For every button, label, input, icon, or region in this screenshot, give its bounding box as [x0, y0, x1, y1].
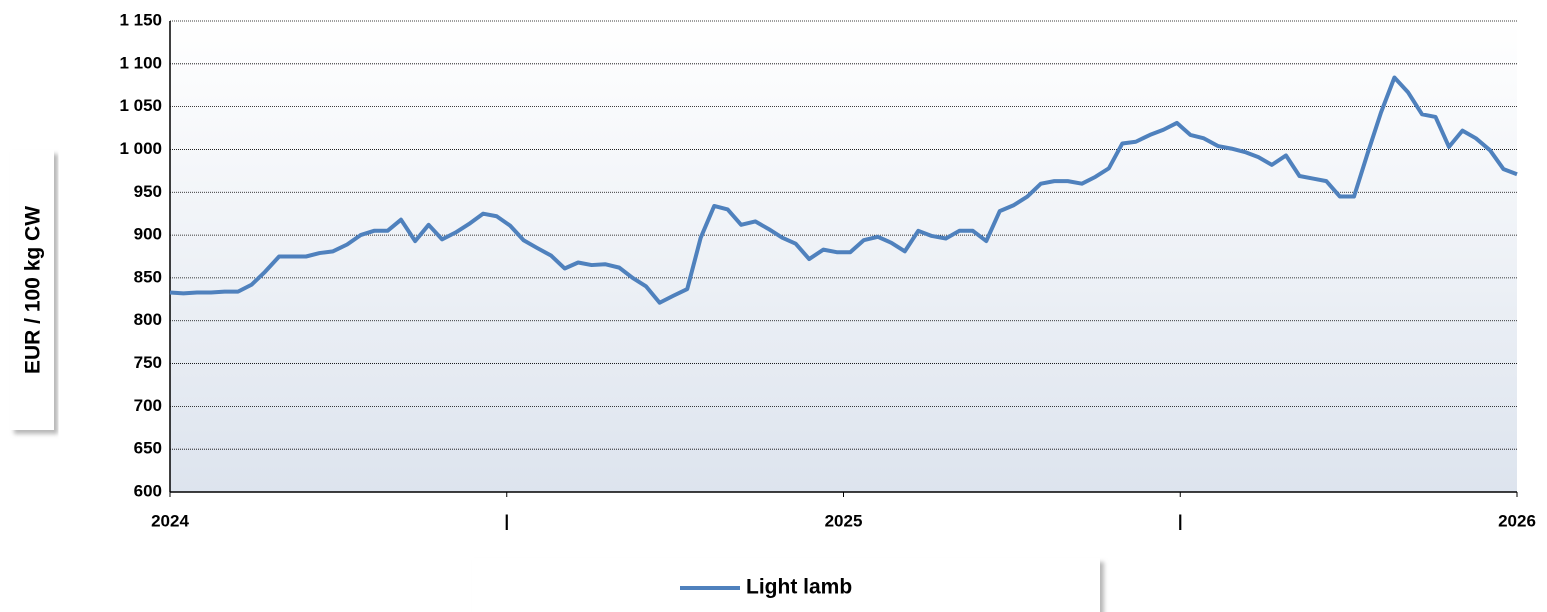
x-tick-label: | [504, 511, 509, 530]
y-tick-label: 1 100 [119, 53, 162, 72]
x-tick-label: 2024 [151, 511, 189, 530]
x-tick-label: | [1178, 511, 1183, 530]
x-tick-label: 2026 [1498, 511, 1536, 530]
x-tick-label: 2025 [825, 511, 863, 530]
y-tick-label: 750 [134, 353, 162, 372]
line [169, 75, 1518, 305]
y-tick-label: 700 [134, 396, 162, 415]
legend-box [472, 558, 1100, 612]
y-tick-label: 900 [134, 225, 162, 244]
y-tick-label: 800 [134, 310, 162, 329]
y-axis-label: EUR / 100 kg CW [22, 206, 45, 374]
plot-area [170, 21, 1517, 492]
y-tick-label: 650 [134, 439, 162, 458]
y-label-box [10, 150, 54, 430]
y-tick-label: 950 [134, 182, 162, 201]
y-tick-label: 1 050 [119, 96, 162, 115]
legend-label: Light lamb [746, 576, 852, 599]
grid [170, 20, 1517, 493]
y-tick-label: 1 150 [119, 10, 162, 29]
y-tick-label: 1 000 [119, 139, 162, 158]
y-tick-label: 600 [134, 481, 162, 500]
y-tick-label: 850 [134, 267, 162, 286]
